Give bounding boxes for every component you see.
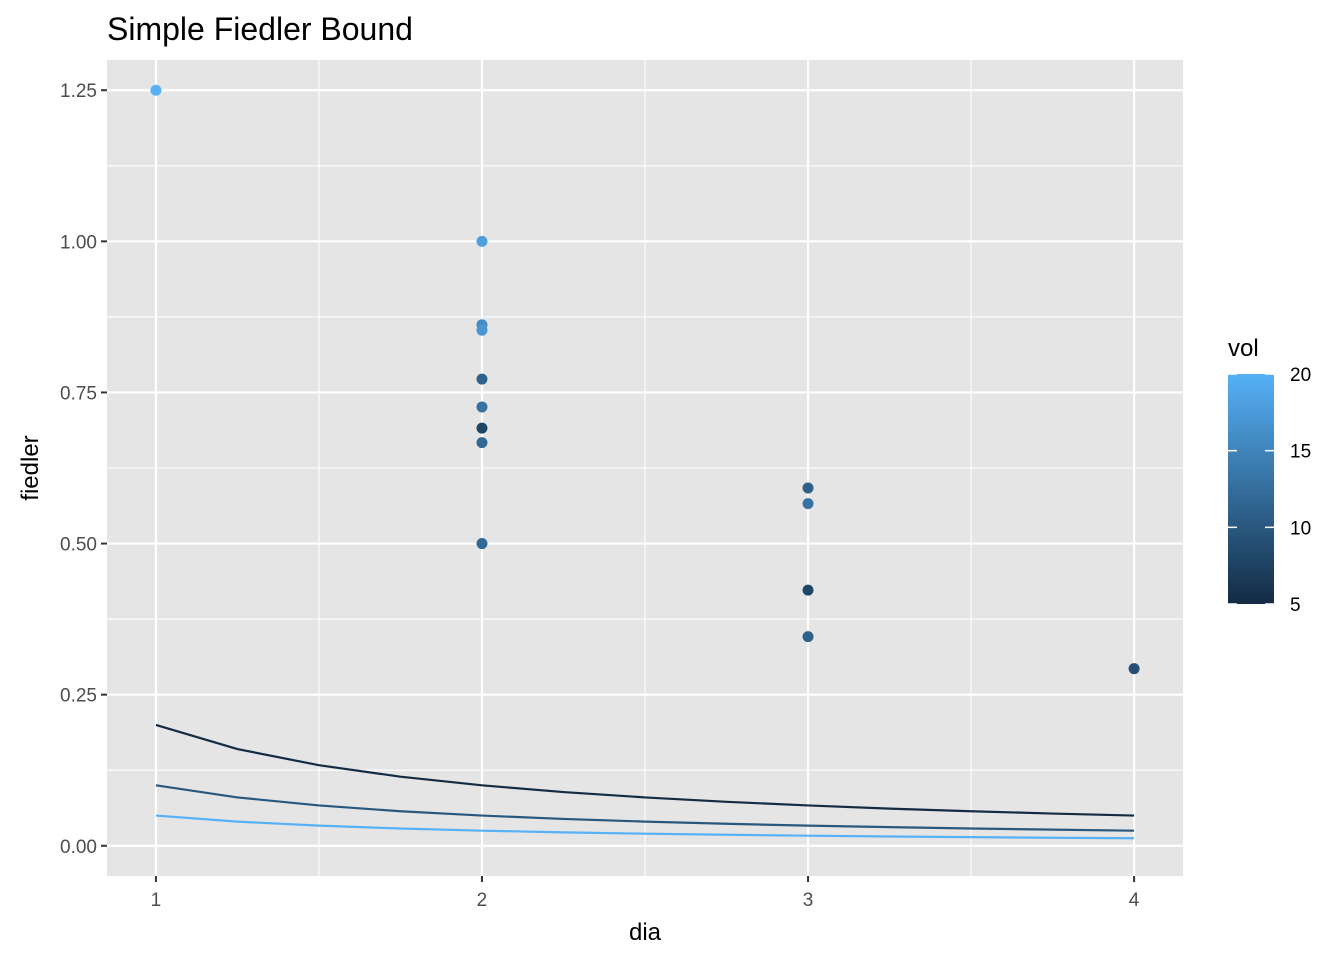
legend-tick-label: 10 bbox=[1290, 518, 1311, 539]
y-tick-label: 0.50 bbox=[60, 535, 97, 556]
data-point bbox=[150, 84, 162, 96]
data-points bbox=[150, 84, 1140, 675]
y-tick-label: 1.25 bbox=[60, 81, 97, 102]
data-point bbox=[476, 401, 488, 413]
x-axis-title: dia bbox=[629, 919, 662, 946]
data-point bbox=[476, 422, 488, 434]
bound-curve bbox=[155, 784, 1135, 832]
y-tick-label: 0.00 bbox=[60, 837, 97, 858]
chart-title: Simple Fiedler Bound bbox=[107, 11, 413, 47]
legend-colorbar bbox=[1228, 374, 1274, 604]
bound-curve bbox=[155, 723, 1135, 817]
y-axis-ticks: 0.00 0.25 0.50 0.75 1.00 1.25 bbox=[60, 81, 107, 858]
color-legend: vol 5 10 15 20 bbox=[1228, 335, 1311, 616]
x-tick-label: 3 bbox=[803, 890, 814, 911]
y-tick-label: 1.00 bbox=[60, 232, 97, 253]
data-point bbox=[802, 482, 814, 494]
data-point bbox=[476, 437, 488, 449]
y-tick-label: 0.75 bbox=[60, 383, 97, 404]
legend-tick-label: 5 bbox=[1290, 595, 1301, 616]
data-point bbox=[476, 373, 488, 385]
data-point bbox=[476, 538, 488, 550]
x-tick-label: 4 bbox=[1129, 890, 1140, 911]
data-point bbox=[802, 584, 814, 596]
minor-gridlines bbox=[107, 60, 1183, 876]
x-axis-ticks: 1 2 3 4 bbox=[151, 876, 1140, 911]
x-tick-label: 1 bbox=[151, 890, 162, 911]
data-point bbox=[476, 235, 488, 247]
bound-curve bbox=[155, 814, 1135, 840]
data-point bbox=[1128, 663, 1140, 675]
legend-tick-label: 15 bbox=[1290, 442, 1311, 463]
legend-tick-label: 20 bbox=[1290, 365, 1311, 386]
legend-ticks: 5 10 15 20 bbox=[1228, 365, 1311, 616]
data-point bbox=[476, 324, 488, 336]
y-axis-title: fiedler bbox=[17, 435, 44, 500]
y-tick-label: 0.25 bbox=[60, 686, 97, 707]
data-point bbox=[802, 631, 814, 643]
legend-title: vol bbox=[1228, 335, 1259, 362]
bound-curves bbox=[155, 723, 1135, 840]
x-tick-label: 2 bbox=[477, 890, 488, 911]
major-gridlines bbox=[107, 60, 1183, 876]
data-point bbox=[802, 498, 814, 510]
